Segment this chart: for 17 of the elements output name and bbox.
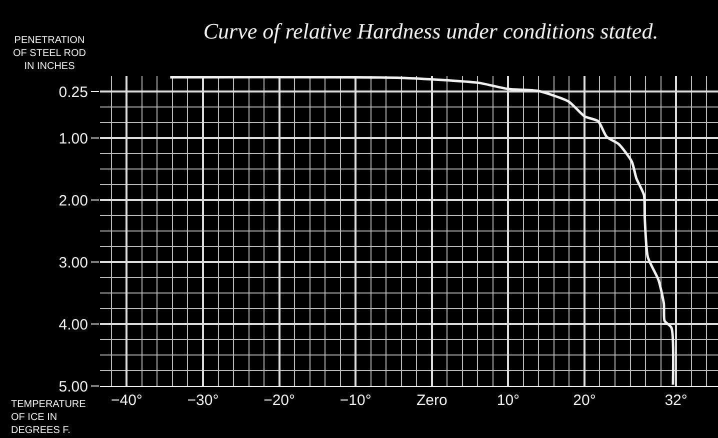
x-tick-label: −40° (110, 392, 142, 409)
x-tick-label: 20° (573, 392, 596, 409)
y-tick-label: 4.00 (58, 316, 88, 334)
x-tick-label: 32° (664, 392, 688, 409)
x-tick-label: 10° (496, 392, 520, 409)
y-tick-label: 5.00 (58, 378, 88, 396)
y-tick-label: 0.25 (58, 84, 88, 101)
x-tick-label: −30° (187, 392, 219, 409)
y-tick-label: 3.00 (58, 254, 88, 272)
y-tick-label: 2.00 (58, 192, 88, 210)
x-tick-label: −20° (264, 392, 296, 409)
x-tick-label: Zero (416, 392, 448, 409)
y-axis-title: PENETRATION OF STEEL ROD IN INCHES (13, 35, 86, 72)
x-tick-label: −10° (340, 392, 372, 409)
chart-title: Curve of relative Hardness under conditions stated. (203, 18, 658, 44)
y-tick-label: 1.00 (58, 130, 88, 148)
x-axis-title: TEMPERATURE OF ICE IN DEGREES F. (11, 399, 86, 436)
